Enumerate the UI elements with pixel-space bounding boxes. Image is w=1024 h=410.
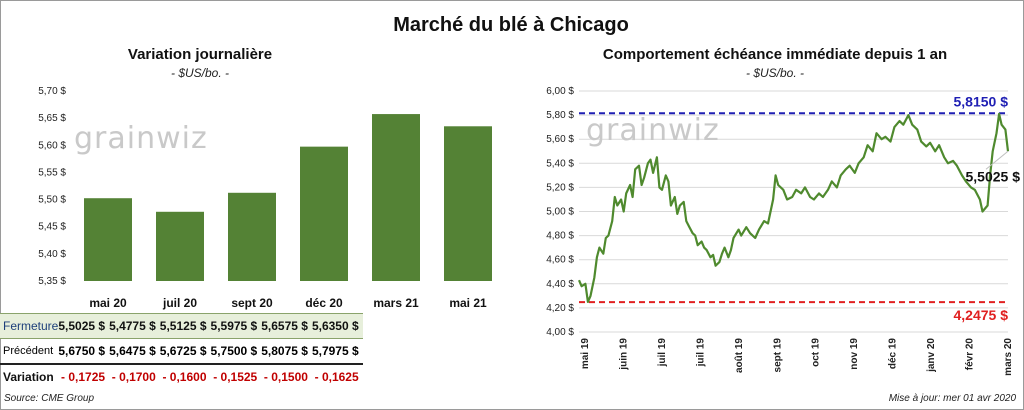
y-tick-label: 4,80 $ xyxy=(546,231,574,242)
x-tick-label: juin 19 xyxy=(619,338,630,371)
left-chart-title: Variation journalière xyxy=(127,46,273,63)
table-row-precedent: Précédent 5,6750 $ 5,6475 $ 5,6725 $ 5,7… xyxy=(0,338,363,365)
y-tick-label: 4,20 $ xyxy=(546,303,574,314)
watermark-logo: grainwiz xyxy=(74,121,208,156)
table-cell: 5,6475 $ xyxy=(109,338,160,365)
table-cell: 5,5025 $ xyxy=(58,313,110,339)
right-chart-unit: - $US/bo. - xyxy=(745,66,805,80)
y-tick-label: 4,60 $ xyxy=(546,255,574,266)
bar-0 xyxy=(84,198,132,281)
x-tick-label: déc 19 xyxy=(888,338,899,370)
table-cell: - 0,1700 xyxy=(109,363,160,389)
y-tick-label: 5,00 $ xyxy=(546,207,574,218)
x-category-label: déc 20 xyxy=(305,296,343,310)
table-cell: - 0,1625 xyxy=(311,363,363,389)
y-tick-label: 5,55 $ xyxy=(38,167,66,178)
row-label-variation: Variation xyxy=(0,363,59,389)
page-title: Marché du blé à Chicago xyxy=(393,14,629,36)
table-cell: - 0,1525 xyxy=(210,363,262,389)
table-cell: 5,7975 $ xyxy=(311,338,363,365)
y-tick-label: 5,80 $ xyxy=(546,110,574,121)
bar-4 xyxy=(372,114,420,281)
table-cell: - 0,1600 xyxy=(159,363,211,389)
table-cell: 5,6750 $ xyxy=(58,338,110,365)
watermark-logo: grainwiz xyxy=(586,113,720,148)
y-tick-label: 5,60 $ xyxy=(38,140,66,151)
last-value-label: 5,5025 $ xyxy=(966,168,1021,184)
y-tick-label: 5,60 $ xyxy=(546,134,574,145)
y-tick-label: 5,40 $ xyxy=(546,158,574,169)
table-cell: - 0,1725 xyxy=(58,363,110,389)
table-cell: 5,5125 $ xyxy=(159,313,211,339)
last-value-leader xyxy=(985,150,1009,170)
row-label-fermeture: Fermeture xyxy=(0,313,59,339)
source-note: Source: CME Group xyxy=(4,393,95,404)
table-cell: - 0,1500 xyxy=(261,363,312,389)
x-tick-label: mai 19 xyxy=(580,338,591,370)
table-cell: 5,6725 $ xyxy=(159,338,211,365)
update-note: Mise à jour: mer 01 avr 2020 xyxy=(888,393,1016,404)
bar-3 xyxy=(300,146,348,281)
table-cell: 5,8075 $ xyxy=(261,338,312,365)
y-tick-label: 5,40 $ xyxy=(38,249,66,260)
x-tick-label: juil 19 xyxy=(657,338,668,368)
y-tick-label: 4,00 $ xyxy=(546,327,574,338)
table-cell: 5,5975 $ xyxy=(210,313,262,339)
y-tick-label: 5,65 $ xyxy=(38,113,66,124)
x-tick-label: sept 19 xyxy=(772,338,783,373)
bar-chart: 5,35 $ 5,40 $ 5,45 $ 5,50 $ 5,55 $ 5,60 $ 5,65… xyxy=(38,86,492,310)
x-tick-label: août 19 xyxy=(734,338,745,373)
line-chart: 4,00 $ 4,20 $ 4,40 $ 4,60 $ 4,80 $ 5,00 $ 5,20… xyxy=(546,86,1021,376)
table-cell: 5,6575 $ xyxy=(261,313,312,339)
x-category-label: sept 20 xyxy=(231,296,273,310)
table-row-variation: Variation - 0,1725 - 0,1700 - 0,1600 - 0… xyxy=(0,363,363,389)
x-category-label: mars 21 xyxy=(373,296,419,310)
x-tick-label: oct 19 xyxy=(811,338,822,367)
quote-table: Fermeture 5,5025 $ 5,4775 $ 5,5125 $ 5,5… xyxy=(0,313,363,389)
y-tick-label: 6,00 $ xyxy=(546,86,574,97)
y-tick-label: 4,40 $ xyxy=(546,279,574,290)
bar-2 xyxy=(228,192,276,281)
x-category-label: mai 21 xyxy=(449,296,487,310)
bar-1 xyxy=(156,211,204,281)
min-value-label: 4,2475 $ xyxy=(954,307,1009,323)
table-cell: 5,6350 $ xyxy=(311,313,363,339)
x-tick-label: mars 20 xyxy=(1003,338,1014,376)
y-tick-label: 5,35 $ xyxy=(38,276,66,287)
bar-5 xyxy=(444,126,492,282)
x-tick-label: janv 20 xyxy=(926,338,937,373)
x-category-label: mai 20 xyxy=(89,296,127,310)
x-category-label: juil 20 xyxy=(162,296,197,310)
y-tick-label: 5,45 $ xyxy=(38,222,66,233)
right-chart-title: Comportement échéance immédiate depuis 1… xyxy=(602,46,948,63)
price-line-series xyxy=(577,112,1010,303)
y-tick-label: 5,50 $ xyxy=(38,195,66,206)
x-tick-label: nov 19 xyxy=(849,338,860,370)
table-cell: 5,7500 $ xyxy=(210,338,262,365)
x-tick-label: févr 20 xyxy=(965,338,976,371)
row-label-precedent: Précédent xyxy=(0,338,59,365)
y-tick-label: 5,20 $ xyxy=(546,182,574,193)
left-chart-unit: - $US/bo. - xyxy=(170,66,230,80)
y-tick-label: 5,70 $ xyxy=(38,86,66,97)
table-row-fermeture: Fermeture 5,5025 $ 5,4775 $ 5,5125 $ 5,5… xyxy=(0,313,363,339)
table-cell: 5,4775 $ xyxy=(109,313,160,339)
x-tick-label: juil 19 xyxy=(695,338,706,368)
max-value-label: 5,8150 $ xyxy=(954,93,1009,109)
